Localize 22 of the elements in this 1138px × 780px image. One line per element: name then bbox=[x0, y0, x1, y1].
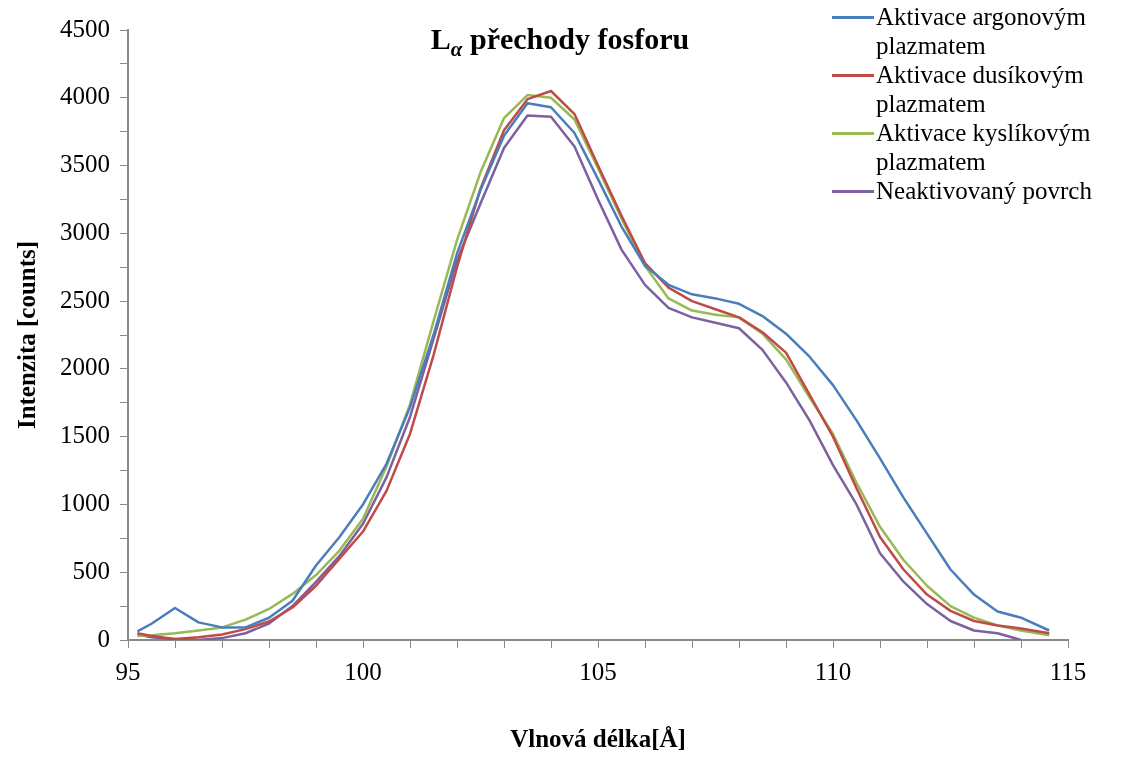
y-tick-label: 3000 bbox=[60, 217, 110, 245]
x-tick-label: 110 bbox=[814, 657, 852, 685]
chart-title: L$_{α}$ přechody fosforu bbox=[429, 22, 691, 62]
x-tick-label: 100 bbox=[344, 657, 382, 685]
y-tick-label: 500 bbox=[72, 556, 110, 584]
legend-label: Aktivace kyslíkovým plazmatem bbox=[876, 118, 1092, 176]
x-tick-label: 95 bbox=[115, 657, 141, 685]
y-tick-label: 3500 bbox=[60, 150, 110, 178]
x-tick-label: 105 bbox=[579, 657, 617, 685]
y-tick-label: 4500 bbox=[60, 14, 110, 42]
legend-label: Neaktivovaný povrch bbox=[876, 176, 1092, 205]
legend-label: Aktivace dusíkovým plazmatem bbox=[876, 60, 1085, 118]
y-tick-label: 2500 bbox=[60, 285, 110, 313]
y-tick-label: 1000 bbox=[60, 489, 110, 517]
x-axis-title: Vlnová délka[Å] bbox=[510, 725, 686, 753]
legend-label: Aktivace argonovým plazmatem bbox=[876, 2, 1087, 60]
y-tick-label: 1500 bbox=[60, 421, 110, 449]
y-tick-label: 4000 bbox=[60, 82, 110, 110]
y-tick-label: 0 bbox=[97, 624, 110, 652]
y-axis-title: Intenzita [counts] bbox=[13, 240, 41, 430]
y-tick-label: 2000 bbox=[60, 353, 110, 381]
x-tick-label: 115 bbox=[1049, 657, 1087, 685]
